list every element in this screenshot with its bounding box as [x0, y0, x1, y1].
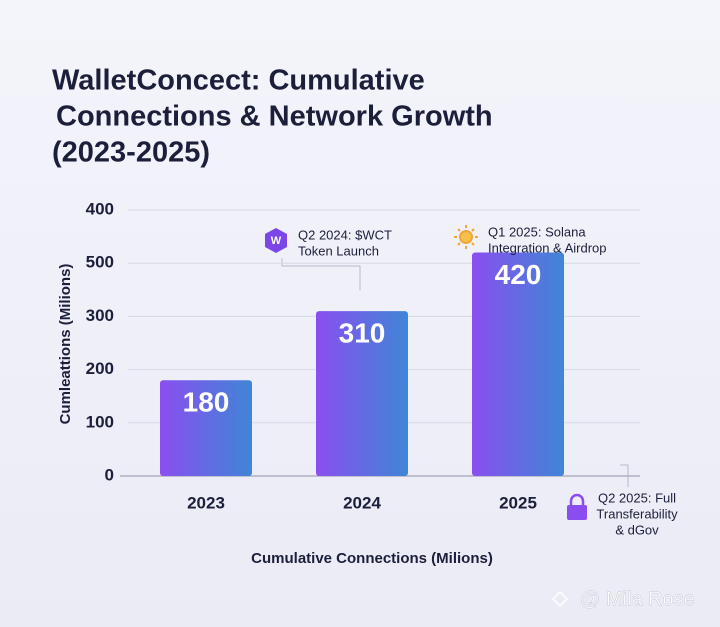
chart-title: Connections & Network Growth [56, 101, 493, 133]
data-label: 420 [495, 259, 542, 290]
x-tick-label: 2023 [187, 493, 225, 512]
y-tick-label: 300 [86, 306, 114, 325]
wct-icon: W [265, 228, 287, 253]
lock-icon [567, 493, 587, 520]
x-axis-label: Cumulative Connections (Milions) [251, 550, 493, 567]
annotation: Q1 2025: Solana [488, 224, 586, 239]
chart-title: (2023-2025) [52, 137, 210, 169]
x-tick-label: 2024 [343, 493, 381, 512]
bar [472, 252, 564, 476]
y-tick-label: 400 [86, 199, 114, 218]
y-tick-label: 500 [86, 253, 114, 272]
y-tick-label: 200 [86, 359, 114, 378]
bar [160, 380, 252, 476]
data-label: 310 [339, 317, 386, 348]
annotation: & dGov [615, 522, 659, 537]
y-tick-label: 100 [86, 412, 114, 431]
watermark-icon [551, 590, 569, 608]
annotation: Integration & Airdrop [488, 240, 607, 255]
connectors [281, 258, 629, 487]
annotation: Q2 2025: Full [598, 490, 676, 505]
y-axis-label: Cumleattions (Milions) [57, 264, 74, 425]
annotation: Q2 2024: $WCT [298, 227, 392, 242]
data-label: 180 [183, 387, 230, 418]
x-tick-label: 2025 [499, 493, 537, 512]
sun-icon [454, 225, 478, 249]
chart-title: WalletConcect: Cumulative [52, 65, 425, 97]
watermark: @ Mila Rose [580, 588, 695, 610]
y-tick-label: 0 [105, 465, 114, 484]
annotation: Transferability [596, 506, 678, 521]
bar [316, 311, 408, 476]
svg-text:W: W [271, 235, 282, 247]
annotation: Token Launch [298, 243, 379, 258]
